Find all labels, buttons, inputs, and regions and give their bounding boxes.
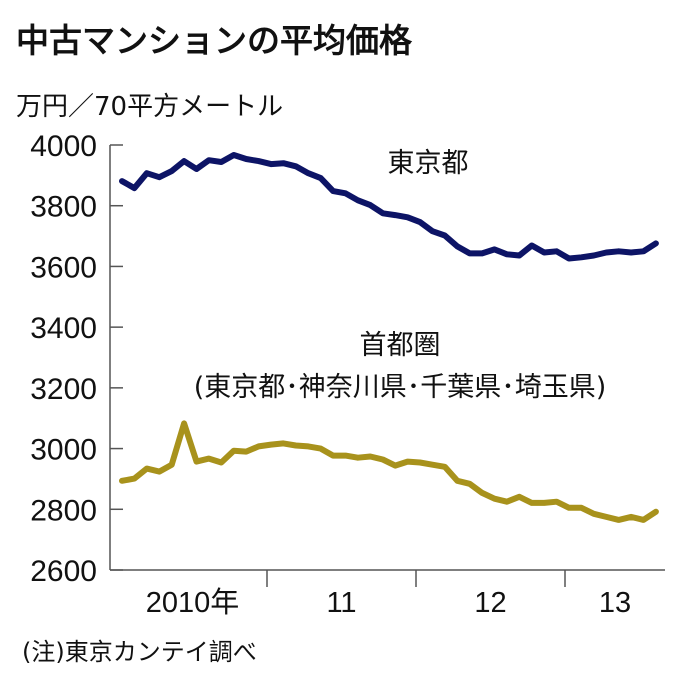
- series-line-capital-region: [119, 420, 659, 523]
- x-tick-label: 2010年: [146, 586, 240, 619]
- series-label-tokyo: 東京都: [388, 148, 469, 179]
- series-label-capital-region-detail: (東京都･神奈川県･千葉県･埼玉県): [194, 372, 607, 403]
- series-line-tokyo: [119, 152, 659, 262]
- y-tick-label: 4000: [30, 130, 97, 163]
- y-tick-label: 3400: [30, 312, 97, 345]
- y-tick-label: 3000: [30, 434, 97, 467]
- y-tick-label: 3600: [30, 251, 97, 284]
- axes: [109, 145, 665, 571]
- x-tick-label: 12: [474, 587, 506, 619]
- x-tick-label: 11: [326, 587, 356, 619]
- y-axis-unit-label: 万円／70平方メートル: [16, 92, 284, 122]
- series-lines: [119, 152, 659, 523]
- chart-title: 中古マンションの平均価格: [16, 21, 412, 60]
- source-note: (注)東京カンテイ調べ: [22, 638, 257, 666]
- x-ticks: 2010年 11 12 13: [146, 570, 631, 619]
- y-ticks: 4000 3800 3600 3400 3200 3000 2800 2600: [30, 130, 123, 588]
- y-tick-label: 3200: [30, 373, 97, 406]
- y-tick-label: 3800: [30, 191, 97, 224]
- series-label-capital-region: 首都圏: [360, 330, 441, 361]
- y-tick-label: 2600: [30, 555, 97, 588]
- x-tick-label: 13: [599, 587, 631, 619]
- y-tick-label: 2800: [30, 494, 97, 527]
